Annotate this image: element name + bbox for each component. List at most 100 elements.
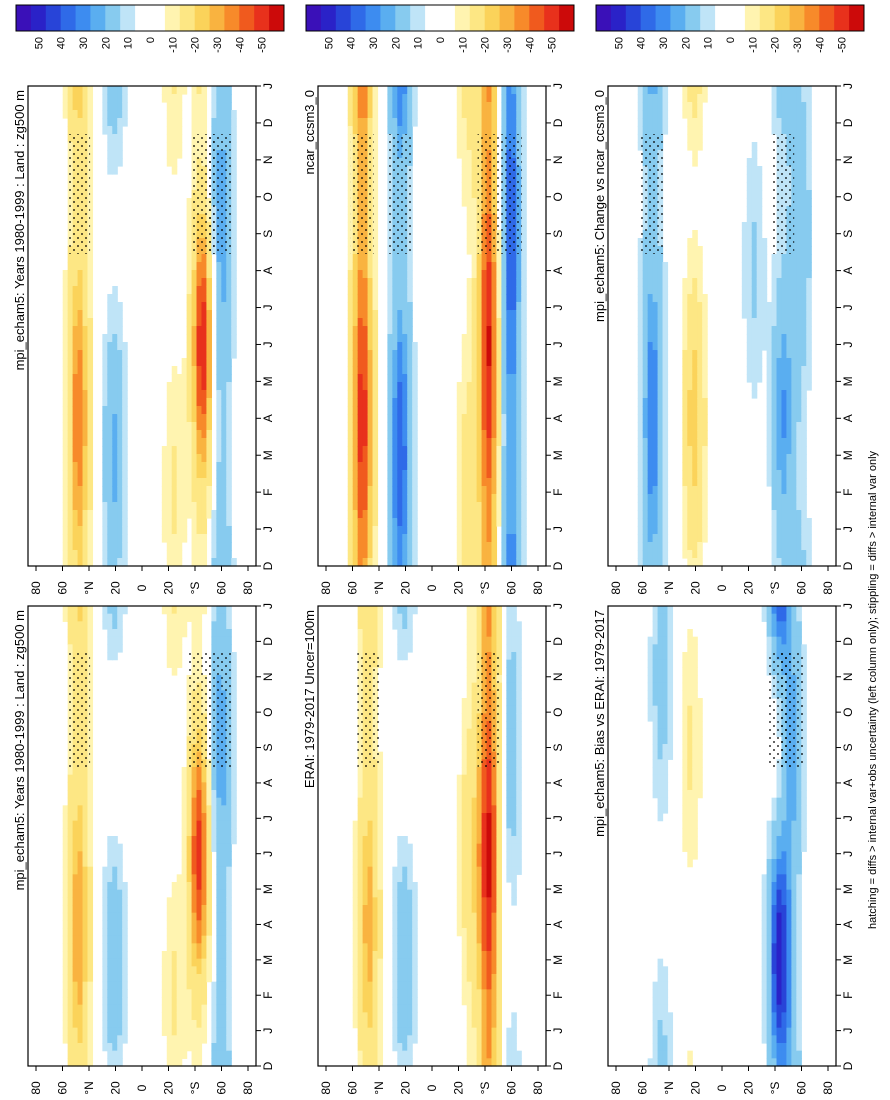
heat-cell [112, 94, 118, 103]
heat-cell [102, 997, 108, 1006]
heat-cell [496, 262, 502, 271]
heat-cell [367, 534, 374, 543]
heat-cell [226, 782, 232, 791]
heat-cell [377, 905, 384, 914]
heat-cell [501, 254, 507, 263]
heat-cell [181, 866, 188, 875]
heat-cell [392, 974, 398, 983]
heat-cell [67, 358, 74, 367]
heat-cell [87, 414, 94, 423]
heat-cell [471, 398, 478, 407]
heat-cell [211, 606, 217, 615]
heat-cell [211, 1050, 217, 1059]
heat-cell [466, 526, 473, 535]
colorbar-swatch [179, 5, 196, 31]
heat-cell [461, 882, 468, 891]
heat-cell [196, 254, 203, 263]
heat-cell [506, 454, 512, 463]
heat-cell [402, 912, 408, 921]
heat-cell [511, 126, 517, 135]
heat-cell [87, 882, 94, 891]
heat-cell [357, 1035, 364, 1044]
heat-cell [191, 767, 198, 776]
heat-cell [196, 454, 203, 463]
heat-cell [387, 254, 393, 263]
heat-cell [357, 254, 364, 263]
heat-cell [216, 905, 222, 914]
heat-cell [82, 935, 89, 944]
heat-cell [347, 270, 354, 279]
heat-cell [476, 943, 483, 952]
heat-cell [466, 406, 473, 415]
heat-cell [367, 613, 374, 622]
heat-cell [521, 246, 527, 255]
heat-cell [117, 518, 123, 527]
heat-cell [466, 989, 473, 998]
heat-cell [77, 1012, 84, 1021]
heat-cell [72, 805, 79, 814]
heat-cell [201, 430, 208, 439]
heat-cell [461, 518, 468, 527]
heat-cell [456, 836, 463, 845]
heat-cell [481, 889, 488, 898]
heat-cell [402, 974, 408, 983]
heat-cell [491, 974, 498, 983]
stipple-region [499, 134, 522, 254]
heat-cell [221, 1058, 227, 1067]
heat-cell [511, 534, 517, 543]
heat-cell [367, 414, 374, 423]
heat-cell [481, 613, 488, 622]
heat-cell [206, 406, 212, 415]
heat-cell [201, 510, 208, 519]
heat-cell [107, 836, 113, 845]
heat-cell [516, 526, 522, 535]
heat-cell [221, 118, 227, 127]
heat-cell [87, 294, 94, 303]
heat-cell [166, 150, 173, 159]
heat-cell [181, 790, 188, 799]
heat-cell [392, 454, 398, 463]
heat-cell [231, 198, 237, 207]
colorbar-tick-label: 50 [323, 37, 335, 49]
heat-cell [112, 935, 118, 944]
heat-cell [196, 302, 203, 311]
heat-cell [82, 912, 89, 921]
heat-cell [362, 342, 369, 351]
heat-cell [102, 502, 108, 511]
heat-cell [481, 828, 488, 837]
heat-cell [191, 897, 198, 906]
heat-cell [122, 943, 128, 952]
heat-cell [201, 920, 208, 929]
heat-cell [62, 366, 69, 375]
month-tick-label: M [261, 376, 275, 386]
heat-cell [392, 866, 398, 875]
heat-cell [117, 851, 123, 860]
heat-cell [72, 446, 79, 455]
heat-cell [486, 310, 493, 319]
heat-cell [87, 470, 94, 479]
heat-cell [461, 943, 468, 952]
heat-cell [367, 550, 374, 559]
heat-cell [491, 478, 498, 487]
heat-cell [107, 1027, 113, 1036]
heat-cell [521, 158, 527, 167]
heat-cell [67, 438, 74, 447]
heat-cell [486, 843, 493, 852]
heat-cell [191, 254, 198, 263]
heat-cell [496, 606, 502, 615]
heat-cell [216, 270, 222, 279]
heat-cell [476, 613, 483, 622]
heat-cell [372, 966, 379, 975]
heat-cell [72, 350, 79, 359]
heat-cell [407, 334, 413, 343]
heat-cell [476, 621, 483, 630]
heat-cell [456, 478, 463, 487]
heat-cell [87, 262, 94, 271]
heat-cell [372, 494, 379, 503]
heat-cell [367, 446, 374, 455]
heat-cell [476, 997, 483, 1006]
heat-cell [166, 534, 173, 543]
heat-cell [216, 278, 222, 287]
heat-cell [231, 150, 237, 159]
heat-cell [72, 254, 79, 263]
